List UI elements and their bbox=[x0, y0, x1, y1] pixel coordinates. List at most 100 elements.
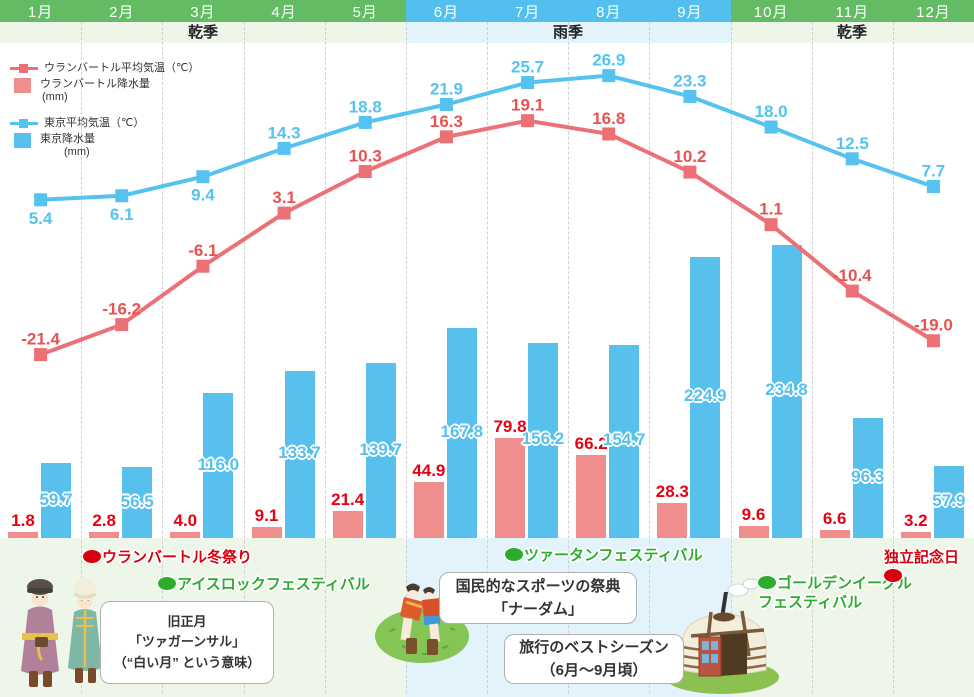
month-cell: 3月 bbox=[162, 0, 244, 22]
season-cell bbox=[811, 22, 893, 43]
month-cell: 9月 bbox=[649, 0, 731, 22]
temp-marker bbox=[439, 130, 453, 144]
temp-value: 23.3 bbox=[673, 71, 706, 90]
temp-value: 19.1 bbox=[511, 96, 544, 115]
ub-precip-bar bbox=[170, 532, 201, 538]
temp-marker bbox=[926, 334, 940, 348]
woman-figure bbox=[68, 579, 102, 683]
temp-marker bbox=[277, 141, 291, 155]
season-label: 雨季 bbox=[552, 24, 584, 41]
ub-precip-value: 44.9 bbox=[412, 460, 446, 480]
green-dot-icon bbox=[758, 576, 776, 589]
season-cell bbox=[162, 22, 244, 43]
season-cell bbox=[405, 22, 488, 43]
ice-rock-festival-label: アイスロックフェスティバル bbox=[158, 576, 370, 595]
temp-marker bbox=[34, 193, 48, 207]
tokyo-precip-swatch-icon bbox=[14, 132, 31, 148]
month-gridline bbox=[730, 22, 732, 693]
temp-marker bbox=[277, 206, 291, 220]
ger-yurt-illustration bbox=[665, 578, 779, 694]
wrestler-right bbox=[422, 587, 442, 655]
temp-value: 1.1 bbox=[759, 200, 783, 219]
temp-value: -6.1 bbox=[188, 241, 217, 260]
lunar-new-year-callout: 旧正月 「ツァガーンサル」 （“白い月” という意味） bbox=[100, 601, 274, 684]
ub-precip-bar bbox=[576, 455, 607, 538]
tokyo-precip-value: 59.7 bbox=[39, 489, 73, 509]
tokyo-precip-bar bbox=[203, 393, 234, 538]
temp-value: 18.8 bbox=[349, 97, 382, 116]
chimney bbox=[720, 592, 728, 618]
ub-precip-value: 1.8 bbox=[11, 511, 35, 530]
month-cell: 11月 bbox=[811, 0, 893, 22]
tokyo-precip-value: 154.7 bbox=[602, 430, 646, 450]
ub-precip-bar bbox=[251, 526, 282, 538]
temp-marker bbox=[358, 115, 372, 129]
month-cell: 4月 bbox=[243, 0, 325, 22]
legend-item-tokyo-precip: 東京降水量 (mm) bbox=[10, 132, 199, 159]
month-gridline bbox=[811, 22, 813, 693]
temp-value: 16.3 bbox=[430, 112, 463, 131]
ub-precip-value: 4.0 bbox=[173, 511, 198, 530]
temp-value: -21.4 bbox=[21, 330, 60, 349]
ub-temp-line-icon bbox=[10, 64, 38, 73]
temp-marker bbox=[764, 218, 778, 232]
temp-marker bbox=[602, 69, 616, 83]
red-dot-icon bbox=[83, 550, 101, 563]
temp-marker bbox=[521, 114, 535, 128]
ub-precip-bar bbox=[819, 529, 850, 538]
tokyo-precip-value: 56.5 bbox=[120, 491, 154, 511]
ub-precip-bar bbox=[413, 481, 444, 538]
temp-value: 16.8 bbox=[592, 109, 625, 128]
temp-value: 18.0 bbox=[755, 102, 788, 121]
wrestler-left bbox=[400, 583, 424, 654]
month-gridline bbox=[243, 22, 245, 693]
season-cell bbox=[324, 22, 406, 43]
ub-precip-value: 66.2 bbox=[574, 434, 608, 454]
season-cell bbox=[243, 22, 325, 43]
legend-item-ub-precip: ウランバートル降水量 (mm) bbox=[10, 78, 199, 104]
mongolian-couple-illustration bbox=[21, 579, 102, 687]
temp-value: 12.5 bbox=[836, 134, 869, 153]
month-cell: 12月 bbox=[892, 0, 974, 22]
ub-precip-value: 79.8 bbox=[493, 417, 527, 437]
month-cell: 8月 bbox=[568, 0, 650, 22]
temp-value: 3.1 bbox=[272, 188, 296, 207]
temp-value: 9.4 bbox=[191, 186, 215, 205]
ub-precip-swatch-icon bbox=[14, 78, 31, 94]
season-cell bbox=[730, 22, 812, 43]
temp-value: -19.0 bbox=[914, 316, 953, 335]
temp-marker bbox=[196, 259, 210, 273]
temp-marker bbox=[358, 165, 372, 179]
tokyo-precip-bar bbox=[609, 344, 640, 538]
temp-value: 21.9 bbox=[430, 80, 463, 99]
annotation-band-cell bbox=[811, 538, 893, 697]
temp-marker bbox=[196, 170, 210, 184]
month-gridline bbox=[324, 22, 326, 693]
legend: ウランバートル平均気温（℃） ウランバートル降水量 (mm) 東京平均気温（℃） … bbox=[10, 62, 199, 162]
best-season-callout: 旅行のベストシーズン （6月～9月頃） bbox=[504, 634, 684, 684]
ub-precip-bar bbox=[495, 438, 525, 538]
legend-label: 東京平均気温（℃） bbox=[44, 116, 145, 129]
green-dot-icon bbox=[158, 577, 176, 590]
green-dot-icon bbox=[505, 548, 523, 561]
season-cell bbox=[487, 22, 569, 43]
legend-label: ウランバートル平均気温（℃） bbox=[44, 62, 200, 74]
month-gridline bbox=[81, 22, 83, 693]
season-cell bbox=[568, 22, 650, 43]
tokyo-precip-value: 96.3 bbox=[851, 466, 885, 486]
golden-eagle-festival-label: ゴールデンイーグル フェスティバル bbox=[758, 575, 913, 611]
tokyo-precip-bar bbox=[365, 363, 396, 538]
tokyo-precip-value: 133.7 bbox=[278, 443, 321, 463]
month-gridline bbox=[649, 22, 651, 693]
ub-precip-bar bbox=[900, 532, 931, 538]
ub-precip-value: 6.6 bbox=[822, 508, 847, 528]
temp-value: 26.9 bbox=[592, 51, 625, 70]
temp-value: 10.3 bbox=[349, 147, 382, 166]
ub-winter-festival-label: ウランバートル冬祭り bbox=[83, 549, 252, 568]
season-band bbox=[0, 22, 974, 43]
temp-marker bbox=[845, 152, 859, 166]
temp-marker bbox=[34, 348, 48, 362]
tokyo-precip-bar bbox=[528, 342, 558, 538]
tokyo-precip-bar bbox=[933, 465, 964, 538]
